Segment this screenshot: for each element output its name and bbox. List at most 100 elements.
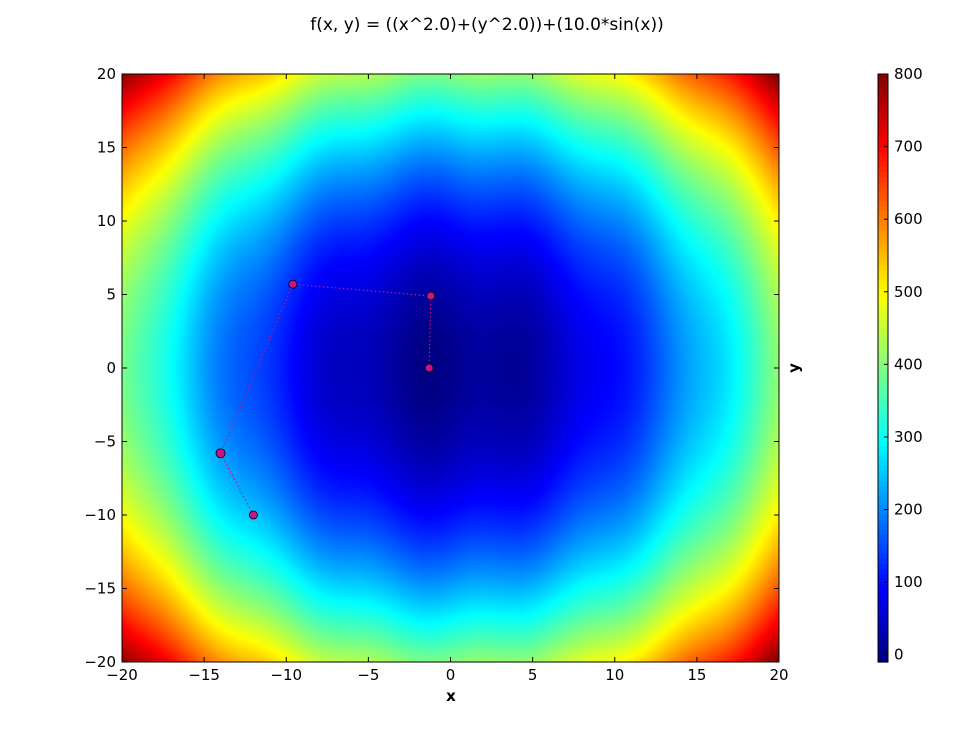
colorbar-segment — [878, 348, 888, 354]
colorbar-tick-label: 700 — [894, 138, 923, 156]
colorbar-segment — [878, 358, 888, 364]
colorbar-segment — [878, 495, 888, 501]
heatmap-image — [122, 74, 779, 662]
colorbar-segment — [878, 167, 888, 173]
y-tick-label: −5 — [94, 433, 116, 451]
colorbar-segment — [878, 152, 888, 158]
colorbar-segment — [878, 127, 888, 134]
colorbar-segment — [878, 461, 888, 467]
colorbar-segment — [878, 147, 888, 153]
colorbar-segment — [878, 573, 888, 580]
colorbar-segment — [878, 515, 888, 521]
colorbar-segment — [878, 162, 888, 168]
axes: −20 −15 −10 −5 0 5 10 15 20 −20 −15 −10 −5 0 5 10 15 20 — [84, 65, 788, 684]
colorbar-segment — [878, 475, 888, 482]
y-tick-label: −10 — [84, 506, 116, 524]
colorbar-segment — [878, 559, 888, 565]
colorbar-segment — [878, 240, 888, 247]
colorbar-segment — [878, 412, 888, 418]
colorbar-segment — [878, 466, 888, 472]
x-tick-label: 15 — [687, 666, 706, 684]
colorbar-segment — [878, 309, 888, 315]
colorbar-segment — [878, 387, 888, 394]
colorbar-segment — [878, 98, 888, 104]
y-tick-label: 15 — [97, 139, 116, 157]
colorbar-segment — [878, 78, 888, 85]
colorbar-segment — [878, 490, 888, 496]
colorbar-segment — [878, 510, 888, 516]
colorbar-segment — [878, 372, 888, 379]
colorbar-segment — [878, 500, 888, 506]
colorbar-segment — [878, 265, 888, 271]
colorbar-segment — [878, 299, 888, 305]
colorbar-segment — [878, 132, 888, 139]
colorbar-segment — [878, 338, 888, 345]
colorbar-segment — [878, 627, 888, 634]
colorbar-segment — [878, 578, 888, 585]
path-point — [215, 448, 226, 459]
y-tick-label: 10 — [97, 212, 116, 230]
colorbar-segment — [878, 123, 888, 129]
colorbar-tick-label: 400 — [894, 355, 923, 373]
colorbar-segment — [878, 622, 888, 629]
x-axis-label: x — [446, 687, 456, 705]
colorbar-segment — [878, 451, 888, 457]
y-axis-label: y — [785, 363, 803, 373]
colorbar-segment — [878, 568, 888, 575]
colorbar-segment — [878, 270, 888, 276]
colorbar-segment — [878, 421, 888, 428]
colorbar-segment — [878, 176, 888, 183]
chart-title: f(x, y) = ((x^2.0)+(y^2.0))+(10.0*sin(x)… — [310, 15, 664, 35]
y-tick-label: −20 — [84, 653, 116, 671]
colorbar-tick-label: 100 — [894, 573, 923, 591]
colorbar-segment — [878, 407, 888, 413]
colorbar-tick-label: 0 — [894, 646, 904, 664]
colorbar-segment — [878, 245, 888, 251]
colorbar-segment — [878, 402, 888, 408]
colorbar-segment — [878, 657, 888, 663]
colorbar-segment — [878, 485, 888, 492]
colorbar-segment — [878, 181, 888, 188]
colorbar-segment — [878, 564, 888, 570]
x-tick-label: 10 — [605, 666, 624, 684]
colorbar-segment — [878, 221, 888, 227]
colorbar-segment — [878, 632, 888, 639]
colorbar-segment — [878, 524, 888, 531]
x-tick-label: 5 — [528, 666, 538, 684]
colorbar-segment — [878, 377, 888, 384]
path-point — [248, 510, 258, 520]
colorbar-segment — [878, 230, 888, 237]
colorbar-segment — [878, 333, 888, 340]
colorbar-segment — [878, 319, 888, 325]
colorbar-segment — [878, 255, 888, 261]
colorbar-segment — [878, 118, 888, 124]
colorbar-tick-label: 200 — [894, 501, 923, 519]
colorbar-segment — [878, 637, 888, 643]
x-tick-label: −5 — [357, 666, 379, 684]
colorbar-segment — [878, 603, 888, 609]
colorbar-segment — [878, 470, 888, 477]
colorbar-tick-label: 300 — [894, 428, 923, 446]
colorbar-segment — [878, 417, 888, 423]
colorbar-segment — [878, 250, 888, 256]
colorbar-segment — [878, 534, 888, 541]
colorbar-frame — [877, 73, 889, 663]
colorbar-segment — [878, 617, 888, 624]
colorbar-segment — [878, 304, 888, 310]
colorbar-segment — [878, 211, 888, 217]
colorbar-segment — [878, 431, 888, 438]
path-point — [426, 291, 436, 301]
colorbar-segment — [878, 613, 888, 619]
y-tick-label: 20 — [97, 65, 116, 83]
colorbar-segment — [878, 113, 888, 119]
colorbar-segment — [878, 392, 888, 398]
colorbar-segment — [878, 593, 888, 599]
colorbar-segment — [878, 368, 888, 374]
path-line — [219, 283, 432, 516]
colorbar-segment — [878, 382, 888, 389]
colorbar-segment — [878, 186, 888, 193]
colorbar-segment — [878, 608, 888, 614]
x-tick-label: −10 — [270, 666, 302, 684]
colorbar-segment — [878, 529, 888, 536]
